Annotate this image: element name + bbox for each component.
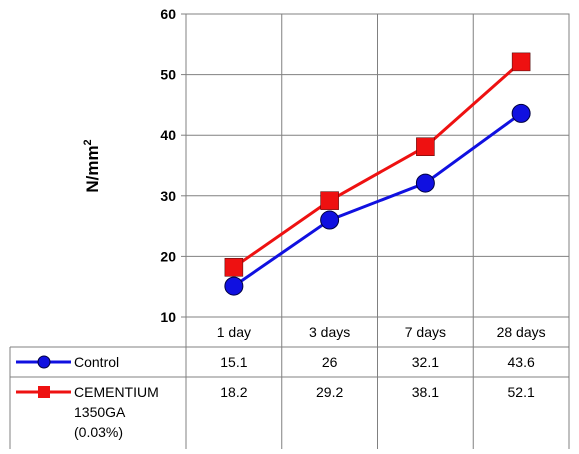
data-point [320, 191, 339, 210]
series-layer [224, 52, 531, 296]
data-point [224, 258, 244, 277]
data-table [9, 316, 569, 449]
y-tick-label: 60 [160, 6, 176, 22]
table-value-cell: 32.1 [412, 354, 439, 370]
y-tick-label: 20 [160, 248, 176, 264]
data-point [511, 52, 531, 72]
legend-series-name: CEMENTIUM [74, 384, 159, 400]
data-point [415, 173, 435, 193]
table-value-cell: 26 [322, 354, 338, 370]
series-line-0 [233, 112, 523, 288]
table-value-cell: 15.1 [220, 354, 247, 370]
y-axis-label-superscript: 2 [82, 139, 94, 145]
label-layer: 10 20 30 40 50 60 1 day 3 days 7 days 28 days N/mm… [74, 6, 546, 440]
x-category-label: 1 day [217, 324, 251, 340]
table-value-cell: 38.1 [412, 384, 439, 400]
legend-key-marker [37, 355, 51, 369]
data-point [511, 103, 531, 123]
y-tick-label: 40 [160, 127, 176, 143]
data-point [416, 137, 435, 156]
y-tick-label: 10 [160, 309, 176, 325]
y-tick-label: 30 [160, 188, 176, 204]
data-point [224, 276, 244, 296]
legend-series-name: 1350GA [74, 404, 126, 420]
legend-series-name: Control [74, 354, 119, 370]
table-value-cell: 18.2 [220, 384, 247, 400]
grid-layer [181, 13, 570, 449]
y-axis-label: N/mm2 [82, 139, 102, 192]
table-value-cell: 29.2 [316, 384, 343, 400]
x-category-label: 28 days [497, 324, 546, 340]
series-line-1 [233, 60, 523, 269]
legend-series-name: (0.03%) [74, 424, 123, 440]
data-point [320, 210, 340, 230]
table-value-cell: 52.1 [508, 384, 535, 400]
y-tick-label: 50 [160, 67, 176, 83]
legend-key-marker [38, 386, 50, 398]
x-category-label: 7 days [405, 324, 446, 340]
table-value-cell: 43.6 [508, 354, 535, 370]
x-category-label: 3 days [309, 324, 350, 340]
